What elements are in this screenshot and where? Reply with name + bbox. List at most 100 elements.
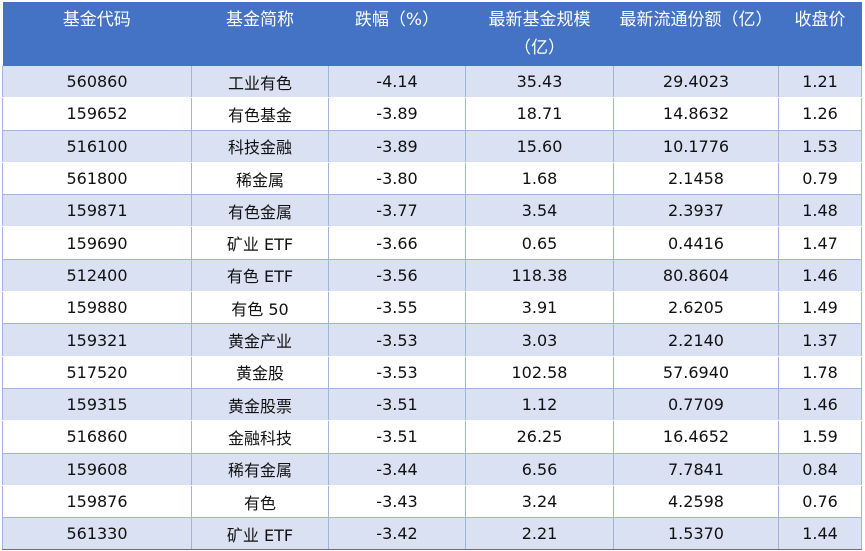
cell-fund-size: 3.03 — [465, 323, 614, 357]
cell-fund-code: 159321 — [2, 323, 192, 357]
cell-decline-pct: -3.55 — [328, 291, 466, 325]
header-decline-pct: 跌幅（%） — [328, 2, 466, 66]
cell-close-price: 1.46 — [778, 259, 862, 293]
table-row: 159690 矿业 ETF -3.66 0.65 0.4416 1.47 — [2, 226, 862, 260]
cell-decline-pct: -3.43 — [328, 485, 466, 519]
cell-fund-code: 159876 — [2, 485, 192, 519]
cell-fund-size: 1.12 — [465, 388, 614, 422]
cell-fund-code: 159608 — [2, 453, 192, 486]
header-fund-size: 最新基金规模（亿） — [465, 2, 614, 66]
table-row: 159321 黄金产业 -3.53 3.03 2.2140 1.37 — [2, 323, 862, 357]
cell-fund-code: 159880 — [2, 291, 192, 325]
cell-fund-size: 3.54 — [465, 194, 614, 228]
cell-close-price: 1.21 — [778, 66, 862, 99]
cell-fund-name: 工业有色 — [191, 66, 329, 99]
cell-fund-code: 516860 — [2, 420, 192, 454]
cell-close-price: 1.44 — [778, 517, 862, 551]
cell-close-price: 1.48 — [778, 194, 862, 228]
header-close-price: 收盘价 — [778, 2, 862, 66]
table-row: 512400 有色 ETF -3.56 118.38 80.8604 1.46 — [2, 259, 862, 293]
cell-circulating-shares: 14.8632 — [613, 97, 779, 131]
table-row: 561800 稀金属 -3.80 1.68 2.1458 0.79 — [2, 162, 862, 196]
cell-close-price: 1.53 — [778, 130, 862, 163]
cell-circulating-shares: 2.2140 — [613, 323, 779, 357]
cell-fund-size: 26.25 — [465, 420, 614, 454]
cell-close-price: 1.49 — [778, 291, 862, 325]
table-row: 516860 金融科技 -3.51 26.25 16.4652 1.59 — [2, 420, 862, 454]
cell-circulating-shares: 0.4416 — [613, 226, 779, 260]
cell-fund-size: 35.43 — [465, 66, 614, 99]
cell-decline-pct: -3.51 — [328, 388, 466, 422]
cell-close-price: 0.84 — [778, 453, 862, 486]
cell-fund-code: 517520 — [2, 356, 192, 389]
table-row: 561330 矿业 ETF -3.42 2.21 1.5370 1.44 — [2, 517, 862, 551]
cell-circulating-shares: 10.1776 — [613, 130, 779, 163]
cell-fund-name: 有色金属 — [191, 194, 329, 228]
cell-fund-size: 118.38 — [465, 259, 614, 293]
cell-fund-name: 黄金股票 — [191, 388, 329, 422]
cell-fund-code: 516100 — [2, 130, 192, 163]
cell-circulating-shares: 0.7709 — [613, 388, 779, 422]
cell-circulating-shares: 16.4652 — [613, 420, 779, 454]
table-header: 基金代码 基金简称 跌幅（%） 最新基金规模（亿） 最新流通份额（亿） 收盘价 — [2, 2, 862, 66]
cell-decline-pct: -3.53 — [328, 323, 466, 357]
cell-decline-pct: -4.14 — [328, 66, 466, 99]
cell-circulating-shares: 80.8604 — [613, 259, 779, 293]
cell-fund-name: 有色基金 — [191, 97, 329, 131]
cell-fund-name: 金融科技 — [191, 420, 329, 454]
cell-fund-code: 159315 — [2, 388, 192, 422]
cell-decline-pct: -3.44 — [328, 453, 466, 486]
cell-fund-size: 102.58 — [465, 356, 614, 389]
cell-close-price: 1.26 — [778, 97, 862, 131]
cell-fund-name: 黄金产业 — [191, 323, 329, 357]
cell-fund-code: 561330 — [2, 517, 192, 551]
cell-close-price: 0.79 — [778, 162, 862, 196]
cell-fund-name: 有色 — [191, 485, 329, 519]
cell-fund-size: 3.24 — [465, 485, 614, 519]
cell-circulating-shares: 2.3937 — [613, 194, 779, 228]
cell-decline-pct: -3.56 — [328, 259, 466, 293]
cell-close-price: 1.47 — [778, 226, 862, 260]
header-row: 基金代码 基金简称 跌幅（%） 最新基金规模（亿） 最新流通份额（亿） 收盘价 — [2, 2, 862, 66]
cell-fund-code: 159871 — [2, 194, 192, 228]
cell-fund-name: 科技金融 — [191, 130, 329, 163]
cell-fund-code: 159652 — [2, 97, 192, 131]
cell-decline-pct: -3.51 — [328, 420, 466, 454]
cell-fund-size: 18.71 — [465, 97, 614, 131]
cell-fund-name: 稀金属 — [191, 162, 329, 196]
cell-fund-size: 6.56 — [465, 453, 614, 486]
header-circulating-shares: 最新流通份额（亿） — [613, 2, 779, 66]
cell-close-price: 1.46 — [778, 388, 862, 422]
table-row: 159315 黄金股票 -3.51 1.12 0.7709 1.46 — [2, 388, 862, 422]
cell-circulating-shares: 4.2598 — [613, 485, 779, 519]
header-fund-name: 基金简称 — [191, 2, 329, 66]
cell-decline-pct: -3.80 — [328, 162, 466, 196]
cell-fund-size: 3.91 — [465, 291, 614, 325]
cell-close-price: 1.59 — [778, 420, 862, 454]
cell-circulating-shares: 7.7841 — [613, 453, 779, 486]
table-row: 516100 科技金融 -3.89 15.60 10.1776 1.53 — [2, 130, 862, 163]
cell-close-price: 1.37 — [778, 323, 862, 357]
table-row: 517520 黄金股 -3.53 102.58 57.6940 1.78 — [2, 356, 862, 389]
cell-fund-code: 159690 — [2, 226, 192, 260]
table-row: 159608 稀有金属 -3.44 6.56 7.7841 0.84 — [2, 453, 862, 486]
table-body: 560860 工业有色 -4.14 35.43 29.4023 1.21 159652 有色基… — [2, 66, 862, 551]
cell-close-price: 0.76 — [778, 485, 862, 519]
table-row: 159876 有色 -3.43 3.24 4.2598 0.76 — [2, 485, 862, 519]
cell-fund-size: 15.60 — [465, 130, 614, 163]
cell-fund-code: 512400 — [2, 259, 192, 293]
cell-fund-size: 0.65 — [465, 226, 614, 260]
cell-fund-name: 黄金股 — [191, 356, 329, 389]
table-row: 159871 有色金属 -3.77 3.54 2.3937 1.48 — [2, 194, 862, 228]
cell-fund-code: 560860 — [2, 66, 192, 99]
table-row: 159652 有色基金 -3.89 18.71 14.8632 1.26 — [2, 97, 862, 131]
cell-fund-name: 稀有金属 — [191, 453, 329, 486]
cell-decline-pct: -3.89 — [328, 97, 466, 131]
table-row: 159880 有色 50 -3.55 3.91 2.6205 1.49 — [2, 291, 862, 325]
cell-fund-code: 561800 — [2, 162, 192, 196]
cell-fund-size: 1.68 — [465, 162, 614, 196]
cell-circulating-shares: 29.4023 — [613, 66, 779, 99]
cell-fund-name: 有色 50 — [191, 291, 329, 325]
cell-circulating-shares: 57.6940 — [613, 356, 779, 389]
